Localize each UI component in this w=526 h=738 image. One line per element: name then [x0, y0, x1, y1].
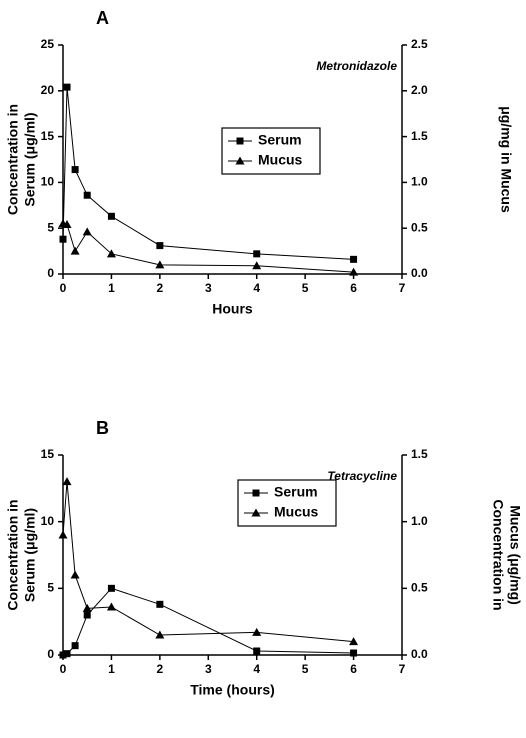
y-tick-label: 0 — [47, 647, 54, 661]
x-tick-label: 6 — [350, 662, 357, 676]
annotation: Tetracycline — [327, 469, 397, 483]
y2-tick-label: 1.0 — [411, 514, 428, 528]
marker-triangle — [82, 603, 92, 612]
marker-square — [156, 600, 164, 608]
y-axis-label: Concentration in — [5, 499, 21, 610]
marker-square — [63, 650, 71, 658]
y2-tick-label: 0.0 — [411, 647, 428, 661]
marker-triangle — [155, 260, 165, 269]
legend-label: Serum — [274, 484, 318, 500]
marker-triangle — [62, 220, 72, 229]
y2-tick-label: 0.5 — [411, 220, 428, 234]
marker-triangle — [82, 227, 92, 236]
y-axis-label: Serum (μg/ml) — [22, 508, 38, 602]
x-tick-label: 1 — [108, 281, 115, 295]
y-axis-label: Concentration in — [5, 104, 21, 215]
marker-square — [236, 137, 244, 145]
y2-tick-label: 1.0 — [411, 175, 428, 189]
series-line — [62, 481, 354, 643]
panel-title: B — [96, 418, 109, 438]
y-tick-label: 10 — [41, 514, 55, 528]
marker-triangle — [155, 630, 165, 639]
y-tick-label: 10 — [41, 175, 55, 189]
marker-triangle — [62, 477, 72, 486]
legend: Serum Mucus — [237, 479, 337, 527]
y2-tick-label: 0.5 — [411, 581, 428, 595]
x-tick-label: 7 — [399, 662, 406, 676]
x-tick-label: 5 — [302, 662, 309, 676]
marker-square — [63, 83, 71, 91]
x-tick-label: 0 — [60, 662, 67, 676]
x-tick-label: 3 — [205, 662, 212, 676]
annotation: Metronidazole — [316, 59, 397, 73]
legend: Serum Mucus — [221, 127, 321, 175]
y-tick-label: 5 — [47, 581, 54, 595]
y2-axis-label: Mucus (μg/mg) — [507, 505, 523, 605]
x-tick-label: 2 — [157, 281, 164, 295]
x-tick-label: 7 — [399, 281, 406, 295]
marker-triangle — [349, 637, 359, 646]
marker-square — [252, 489, 260, 497]
marker-square — [59, 651, 67, 659]
x-tick-label: 1 — [108, 662, 115, 676]
y-tick-label: 0 — [47, 266, 54, 280]
marker-triangle — [58, 530, 68, 539]
y2-axis-label: Concentration in — [490, 499, 506, 610]
x-tick-label: 4 — [253, 281, 260, 295]
marker-square — [350, 255, 358, 263]
y-tick-label: 15 — [41, 129, 55, 143]
y-tick-label: 20 — [41, 83, 55, 97]
y-tick-label: 15 — [41, 447, 55, 461]
marker-triangle — [252, 627, 262, 636]
y2-tick-label: 1.5 — [411, 447, 428, 461]
panel-title: A — [96, 8, 109, 28]
marker-square — [59, 235, 67, 243]
y2-axis-label: μg/mg in Mucus — [498, 106, 514, 213]
series-line — [62, 87, 354, 260]
marker-square — [253, 250, 261, 258]
marker-square — [253, 647, 261, 655]
legend-label: Serum — [258, 132, 302, 148]
marker-triangle — [251, 508, 261, 517]
x-axis-label: Time (hours) — [190, 682, 275, 698]
x-tick-label: 2 — [157, 662, 164, 676]
legend-box — [221, 127, 321, 175]
marker-square — [83, 191, 91, 199]
x-axis-label: Hours — [212, 301, 253, 317]
marker-triangle — [70, 570, 80, 579]
x-tick-label: 6 — [350, 281, 357, 295]
y2-tick-label: 2.0 — [411, 83, 428, 97]
legend-box — [237, 479, 337, 527]
marker-triangle — [349, 267, 359, 276]
series-line — [62, 223, 354, 273]
marker-square — [83, 611, 91, 619]
y-tick-label: 25 — [41, 37, 55, 51]
marker-triangle — [235, 156, 245, 165]
legend-label: Mucus — [274, 504, 319, 520]
marker-triangle — [106, 602, 116, 611]
marker-triangle — [252, 261, 262, 270]
x-tick-label: 5 — [302, 281, 309, 295]
marker-square — [350, 649, 358, 657]
y-axis-label: Serum (μg/ml) — [22, 112, 38, 206]
marker-triangle — [70, 246, 80, 255]
marker-square — [107, 584, 115, 592]
marker-square — [71, 642, 79, 650]
x-tick-label: 3 — [205, 281, 212, 295]
y2-tick-label: 1.5 — [411, 129, 428, 143]
y2-tick-label: 0.0 — [411, 266, 428, 280]
y-tick-label: 5 — [47, 220, 54, 234]
legend-label: Mucus — [258, 152, 303, 168]
marker-square — [156, 242, 164, 250]
series-line — [62, 587, 354, 656]
marker-square — [71, 166, 79, 174]
marker-square — [107, 212, 115, 220]
x-tick-label: 4 — [253, 662, 260, 676]
x-tick-label: 0 — [60, 281, 67, 295]
y2-tick-label: 2.5 — [411, 37, 428, 51]
marker-triangle — [106, 249, 116, 258]
